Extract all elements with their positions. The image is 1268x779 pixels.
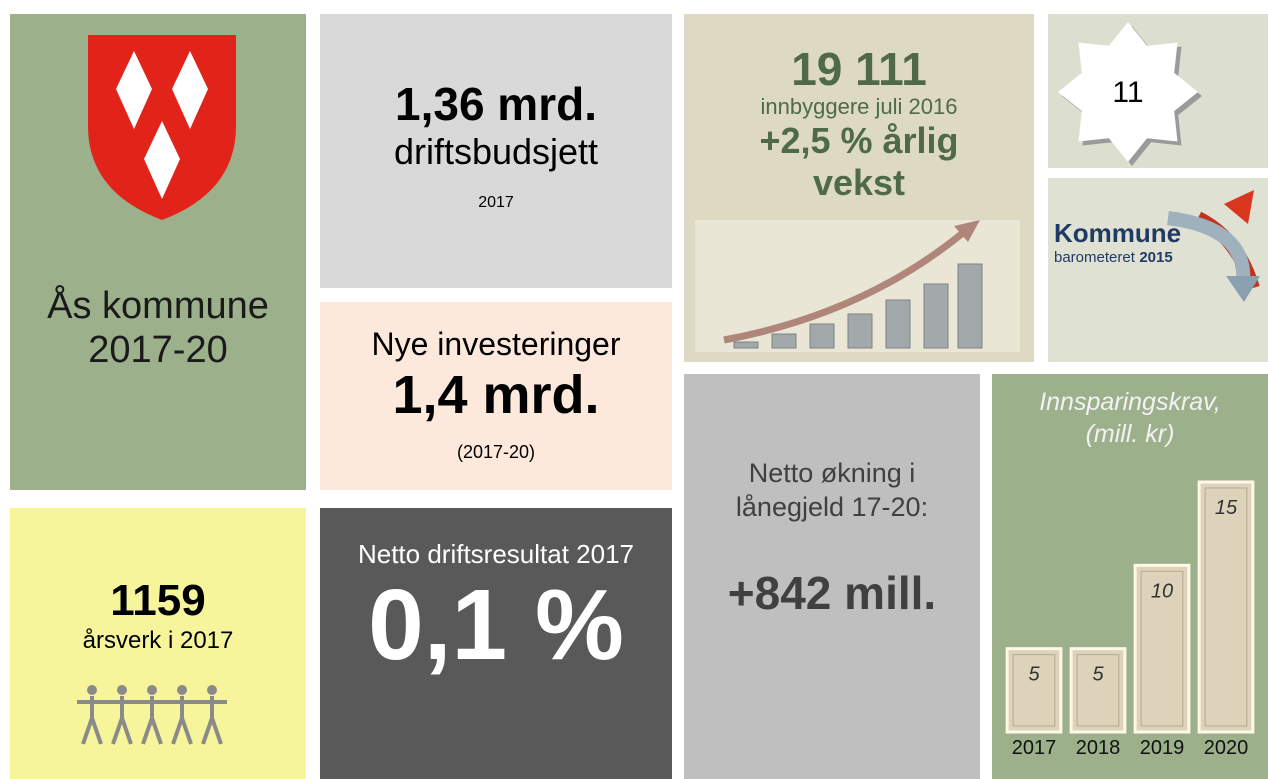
debt-tile: Netto økning i lånegjeld 17-20: +842 mil… [684, 374, 980, 779]
bar [1071, 649, 1125, 732]
budget-year: 2017 [320, 194, 672, 212]
person-leg [92, 718, 101, 744]
investments-amount: 1,4 mrd. [320, 364, 672, 426]
population-growth: +2,5 % årlig vekst [744, 120, 974, 204]
person-leg [152, 718, 161, 744]
person-leg [173, 718, 182, 744]
x-tick-label: 2017 [1012, 737, 1057, 759]
person-head [177, 685, 187, 695]
result-tile: Netto driftsresultat 2017 0,1 % [320, 508, 672, 779]
value-label: 5 [1092, 664, 1104, 686]
person-leg [203, 718, 212, 744]
person-leg [143, 718, 152, 744]
person-leg [122, 718, 131, 744]
barometer-year: 2015 [1139, 249, 1172, 266]
chart-subtitle: (mill. kr) [1086, 420, 1175, 448]
barometer-brand: Kommune [1054, 218, 1181, 249]
x-tick-label: 2020 [1204, 737, 1249, 759]
ranking-tile: 11 [1048, 14, 1268, 168]
people-icon [10, 508, 306, 779]
page: Ås kommune 2017-20 1,36 mrd. driftsbudsj… [0, 0, 1268, 779]
population-label: innbyggere juli 2016 [684, 94, 1034, 120]
person-leg [83, 718, 92, 744]
value-label: 10 [1151, 580, 1173, 602]
person-head [207, 685, 217, 695]
chart-title: Innsparingskrav, [1039, 388, 1221, 416]
result-value: 0,1 % [320, 570, 672, 680]
person-head [87, 685, 97, 695]
x-tick-label: 2018 [1076, 737, 1121, 759]
person-leg [182, 718, 191, 744]
municipality-tile: Ås kommune 2017-20 [10, 14, 306, 490]
debt-label: Netto økning i lånegjeld 17-20: [712, 456, 952, 524]
savings-tile: Innsparingskrav, (mill. kr) 5 2017 5 2018 10… [992, 374, 1268, 779]
budget-label: driftsbudsjett [320, 130, 672, 174]
coat-of-arms [10, 14, 306, 254]
budget-amount: 1,36 mrd. [320, 78, 672, 130]
ranking-value: 11 [1048, 76, 1208, 110]
x-tick-label: 2019 [1140, 737, 1185, 759]
barometer-subtitle: barometeret [1054, 249, 1135, 266]
bar [1007, 649, 1061, 732]
result-label: Netto driftsresultat 2017 [356, 538, 636, 570]
investments-period: (2017-20) [320, 442, 672, 463]
bar [1199, 482, 1253, 732]
savings-chart: Innsparingskrav, (mill. kr) 5 2017 5 2018 10… [992, 374, 1268, 779]
municipality-period: 2017-20 [10, 328, 306, 372]
person-leg [212, 718, 221, 744]
municipality-name: Ås kommune [10, 284, 306, 328]
value-label: 15 [1215, 497, 1238, 519]
person-head [117, 685, 127, 695]
debt-value: +842 mill. [684, 566, 980, 620]
population-count: 19 111 [684, 44, 1034, 94]
person-head [147, 685, 157, 695]
value-label: 5 [1028, 664, 1040, 686]
investments-tile: Nye investeringer 1,4 mrd. (2017-20) [320, 302, 672, 490]
person-leg [113, 718, 122, 744]
staff-tile: 1159 årsverk i 2017 [10, 508, 306, 779]
barometer-arrow [1048, 178, 1268, 362]
budget-tile: 1,36 mrd. driftsbudsjett 2017 [320, 14, 672, 288]
investments-label: Nye investeringer [320, 324, 672, 364]
population-tile: 19 111 innbyggere juli 2016 +2,5 % årlig… [684, 14, 1034, 362]
barometer-tile: Kommune barometeret 2015 [1048, 178, 1268, 362]
